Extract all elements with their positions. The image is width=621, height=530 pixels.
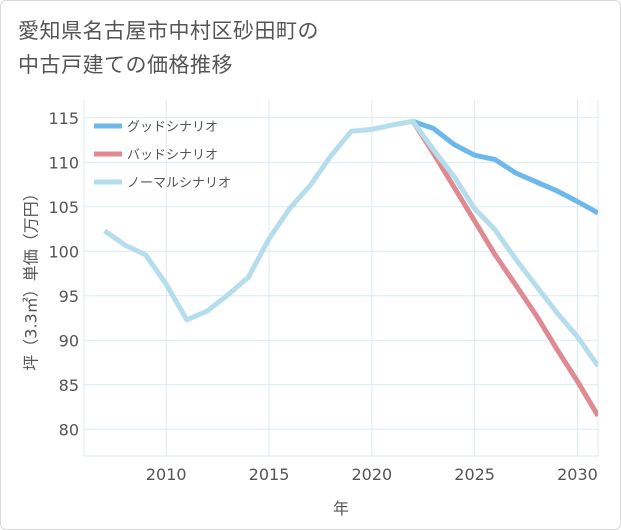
series-line-2 bbox=[103, 118, 598, 368]
y-tick-label: 105 bbox=[48, 198, 79, 217]
series-line-1 bbox=[410, 120, 598, 418]
x-axis-title: 年 bbox=[333, 499, 349, 518]
y-tick-label: 100 bbox=[48, 242, 79, 261]
x-tick-label: 2010 bbox=[146, 465, 187, 484]
series-lines bbox=[103, 118, 598, 418]
y-axis-title: 坪（3.3㎡）単価（万円） bbox=[22, 185, 41, 370]
x-axis-ticks: 2010 2015 2020 2025 2030 bbox=[146, 465, 598, 484]
legend-label: バッドシナリオ bbox=[127, 148, 218, 163]
y-tick-label: 80 bbox=[59, 420, 79, 439]
y-tick-label: 110 bbox=[48, 153, 79, 172]
x-tick-label: 2020 bbox=[351, 465, 392, 484]
y-tick-label: 90 bbox=[59, 331, 79, 350]
y-tick-label: 115 bbox=[48, 109, 79, 128]
legend-label: グッドシナリオ bbox=[127, 120, 218, 135]
y-axis-ticks: 80 85 90 95 100 105 110 115 bbox=[48, 109, 79, 439]
grid-lines bbox=[83, 100, 599, 457]
chart-title-line-1: 愛知県名古屋市中村区砂田町の bbox=[18, 19, 319, 43]
chart-title-line-2: 中古戸建ての価格推移 bbox=[18, 53, 233, 77]
y-tick-label: 85 bbox=[59, 376, 79, 395]
series-line-0 bbox=[412, 119, 598, 216]
x-tick-label: 2030 bbox=[557, 465, 598, 484]
y-tick-label: 95 bbox=[59, 287, 79, 306]
chart-title: 愛知県名古屋市中村区砂田町の 中古戸建ての価格推移 bbox=[18, 14, 319, 82]
x-tick-label: 2015 bbox=[249, 465, 290, 484]
legend-label: ノーマルシナリオ bbox=[127, 176, 231, 191]
x-tick-label: 2025 bbox=[454, 465, 495, 484]
